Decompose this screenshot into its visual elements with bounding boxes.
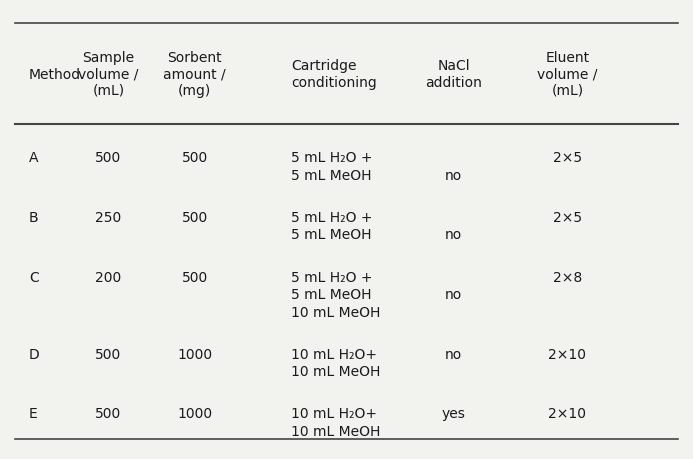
Text: 5 mL MeOH: 5 mL MeOH bbox=[291, 228, 371, 242]
Text: Method: Method bbox=[29, 67, 81, 81]
Text: no: no bbox=[445, 168, 462, 182]
Text: 5 mL MeOH: 5 mL MeOH bbox=[291, 287, 371, 302]
Text: no: no bbox=[445, 347, 462, 361]
Text: E: E bbox=[29, 407, 37, 420]
Text: 2×5: 2×5 bbox=[553, 210, 582, 224]
Text: A: A bbox=[29, 151, 39, 165]
Text: 200: 200 bbox=[95, 270, 121, 284]
Text: no: no bbox=[445, 228, 462, 242]
Text: 500: 500 bbox=[182, 210, 208, 224]
Text: Sorbent
amount /
(mg): Sorbent amount / (mg) bbox=[164, 51, 226, 97]
Text: 500: 500 bbox=[182, 270, 208, 284]
Text: Eluent
volume /
(mL): Eluent volume / (mL) bbox=[537, 51, 597, 97]
Text: 500: 500 bbox=[95, 347, 121, 361]
Text: 5 mL H₂O +: 5 mL H₂O + bbox=[291, 210, 373, 224]
Text: 5 mL H₂O +: 5 mL H₂O + bbox=[291, 270, 373, 284]
Text: 10 mL MeOH: 10 mL MeOH bbox=[291, 305, 380, 319]
Text: 10 mL H₂O+: 10 mL H₂O+ bbox=[291, 407, 377, 420]
Text: no: no bbox=[445, 287, 462, 302]
Text: 1000: 1000 bbox=[177, 347, 212, 361]
Text: 1000: 1000 bbox=[177, 407, 212, 420]
Text: 2×8: 2×8 bbox=[553, 270, 582, 284]
Text: 250: 250 bbox=[95, 210, 121, 224]
Text: NaCl
addition: NaCl addition bbox=[425, 59, 482, 90]
Text: 500: 500 bbox=[95, 407, 121, 420]
Text: 5 mL H₂O +: 5 mL H₂O + bbox=[291, 151, 373, 165]
Text: B: B bbox=[29, 210, 39, 224]
Text: C: C bbox=[29, 270, 39, 284]
Text: 10 mL MeOH: 10 mL MeOH bbox=[291, 364, 380, 379]
Text: 2×5: 2×5 bbox=[553, 151, 582, 165]
Text: 500: 500 bbox=[95, 151, 121, 165]
Text: 500: 500 bbox=[182, 151, 208, 165]
Text: 2×10: 2×10 bbox=[548, 407, 586, 420]
Text: 2×10: 2×10 bbox=[548, 347, 586, 361]
Text: 10 mL MeOH: 10 mL MeOH bbox=[291, 424, 380, 438]
Text: 5 mL MeOH: 5 mL MeOH bbox=[291, 168, 371, 182]
Text: D: D bbox=[29, 347, 40, 361]
Text: yes: yes bbox=[441, 407, 466, 420]
Text: Sample
volume /
(mL): Sample volume / (mL) bbox=[78, 51, 139, 97]
Text: Cartridge
conditioning: Cartridge conditioning bbox=[291, 59, 377, 90]
Text: 10 mL H₂O+: 10 mL H₂O+ bbox=[291, 347, 377, 361]
